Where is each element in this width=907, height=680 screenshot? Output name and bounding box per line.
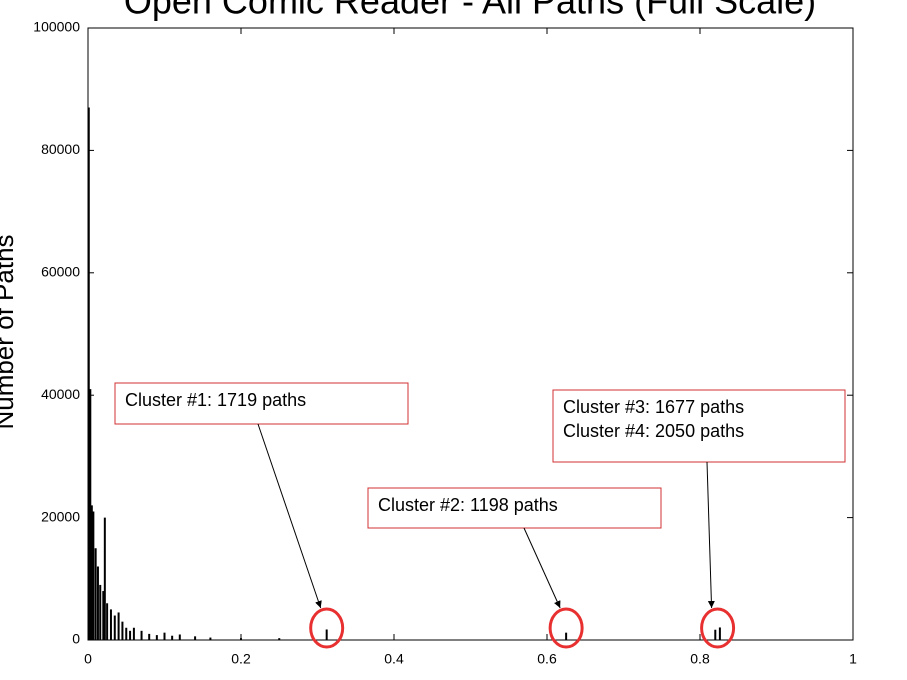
y-tick-label: 0 (72, 631, 80, 647)
x-tick-label: 0.4 (384, 651, 404, 667)
x-tick-label: 0.6 (537, 651, 557, 667)
x-tick-label: 0 (84, 651, 92, 667)
highlight-circle (548, 607, 584, 649)
annotation-arrow (523, 527, 561, 609)
annotation-text: Cluster #1: 1719 paths (125, 390, 306, 410)
y-tick-label: 100000 (33, 19, 80, 35)
y-tick-label: 60000 (41, 264, 80, 280)
highlight-circle (700, 607, 736, 649)
x-axis-label: Path length (404, 675, 536, 680)
annotation-text: Cluster #3: 1677 paths (563, 397, 744, 417)
y-tick-label: 40000 (41, 386, 80, 402)
annotation-box (552, 389, 846, 463)
annotation-box (367, 487, 662, 529)
highlight-circle (309, 607, 345, 649)
annotation-text: Cluster #2: 1198 paths (378, 495, 558, 515)
y-axis-label: Number of Paths (0, 234, 19, 429)
chart-title: Open Comic Reader - All Paths (Full Scal… (124, 0, 816, 22)
x-tick-label: 0.8 (690, 651, 710, 667)
x-tick-label: 1 (849, 651, 857, 667)
annotation-arrow (706, 461, 715, 609)
y-tick-label: 20000 (41, 508, 80, 524)
x-tick-label: 0.2 (231, 651, 251, 667)
annotation-box (114, 382, 409, 425)
annotation-arrow (257, 423, 322, 609)
y-tick-label: 80000 (41, 141, 80, 157)
annotation-text: Cluster #4: 2050 paths (563, 421, 744, 441)
